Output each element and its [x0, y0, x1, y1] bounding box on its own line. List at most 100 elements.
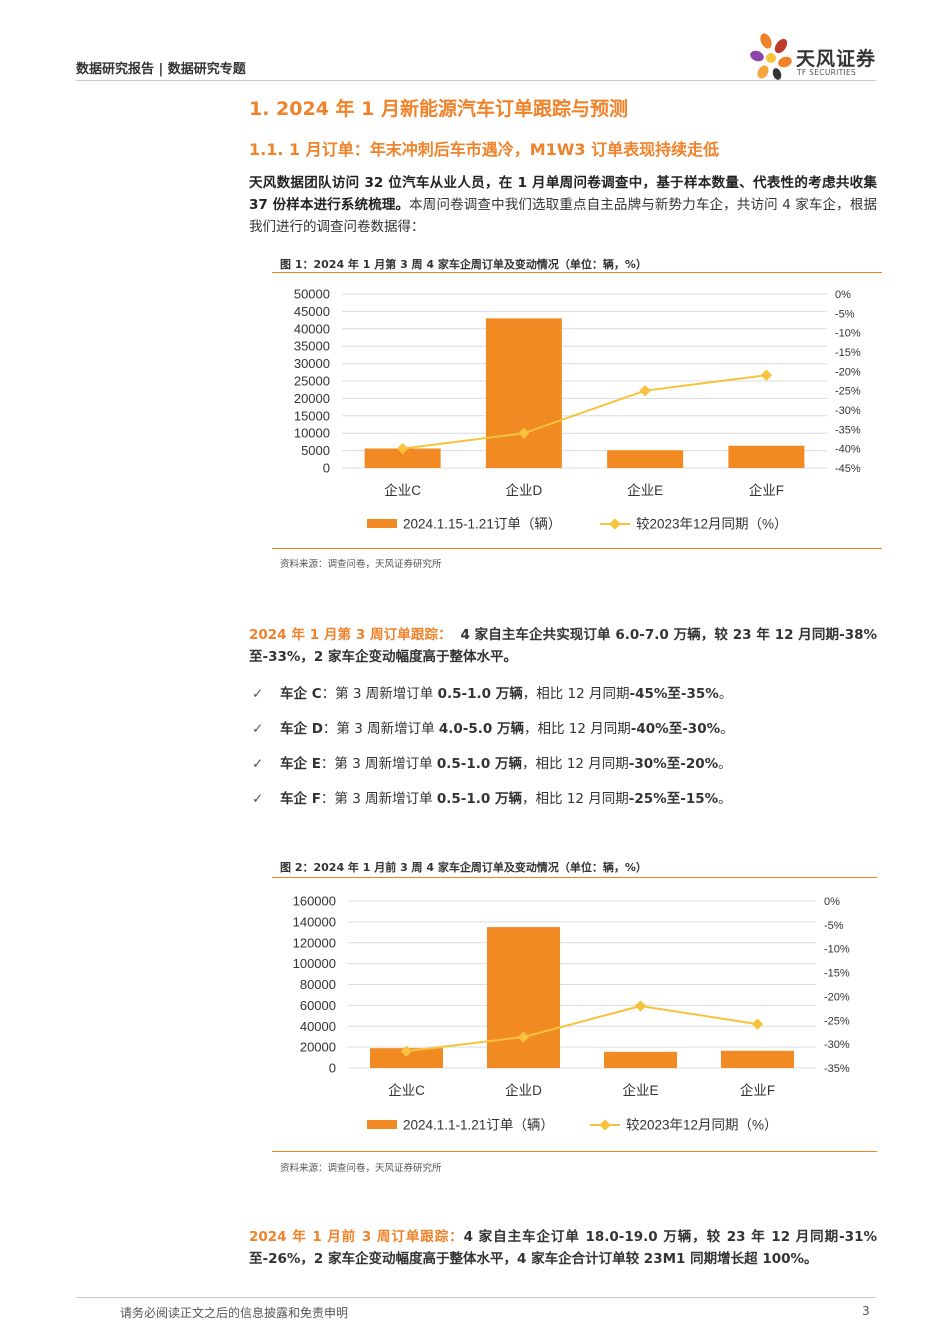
week3-lead: 2024 年 1 月第 3 周订单跟踪：	[249, 627, 452, 643]
header-divider	[76, 80, 876, 81]
figure1-bottom-rule	[272, 548, 882, 549]
y2-tick-label: -35%	[824, 1063, 850, 1075]
footer-disclaimer: 请务必阅读正文之后的信息披露和免责申明	[120, 1306, 349, 1320]
y2-tick-label: -35%	[835, 424, 861, 436]
y2-tick-label: -15%	[835, 347, 861, 359]
category-label: 企业E	[627, 482, 663, 498]
legend-bar-swatch	[367, 1120, 397, 1129]
y-tick-label: 10000	[294, 426, 330, 441]
series-line	[406, 1004, 758, 1053]
y-tick-label: 25000	[294, 374, 330, 389]
bullet-end: 。	[718, 791, 732, 807]
bullet-mid: ，相比 12 月同期	[522, 756, 629, 772]
bar	[370, 1048, 443, 1068]
figure2-chart: 160000 140000 120000 100000 80000 60000 40000 2…	[293, 894, 850, 1133]
y-tick-label: 0	[329, 1061, 336, 1076]
bullet-sep: ：	[322, 721, 337, 737]
bullet-pre: 第 3 周新增订单	[336, 721, 439, 737]
bullet-change: -45%至-35%	[629, 686, 719, 702]
figure2-source: 资料来源：调查问卷，天风证券研究所	[280, 1163, 442, 1174]
y2-tick-label: -15%	[824, 968, 850, 980]
check-icon: ✓	[252, 686, 264, 702]
bullet-mid: ，相比 12 月同期	[524, 721, 631, 737]
logo-text: 天风证券	[796, 48, 877, 70]
y2-tick-label: -5%	[824, 920, 844, 932]
bullet-orders: 4.0-5.0 万辆	[438, 721, 525, 737]
bullet-change: -30%至-20%	[628, 756, 719, 772]
y-tick-label: 35000	[294, 339, 330, 354]
y2-tick-label: -45%	[835, 463, 861, 475]
bullet-sep: ：	[320, 791, 335, 807]
bullet-pre: 第 3 周新增订单	[334, 791, 437, 807]
figure1-chart: 5000045000400003500030000250002000015000…	[294, 287, 861, 532]
category-label: 企业F	[740, 1082, 775, 1098]
bullet-orders: 0.5-1.0 万辆	[436, 791, 523, 807]
bar	[607, 450, 684, 468]
legend-bar-swatch	[367, 519, 397, 528]
y2-tick-label: -40%	[835, 444, 861, 456]
y2-tick-label: 0%	[835, 289, 851, 301]
line-marker	[760, 369, 773, 381]
line-marker	[751, 1018, 764, 1030]
bullet-change: -25%至-15%	[628, 791, 719, 807]
section-title: 1. 2024 年 1 月新能源汽车订单跟踪与预测	[249, 98, 628, 120]
line-marker	[634, 1000, 647, 1012]
company-bullet: ✓ 车企 C：第 3 周新增订单 0.5-1.0 万辆，相比 12 月同期-45%…	[252, 682, 732, 702]
y-tick-label: 30000	[294, 356, 330, 371]
y-tick-label: 60000	[300, 998, 336, 1013]
intro-bold: 天风数据团队访问 32 位汽车从业人员，在 1 月单周问卷调查中，基于样本数量、…	[249, 175, 877, 213]
bullet-change: -40%至-30%	[630, 721, 721, 737]
bullet-orders: 0.5-1.0 万辆	[436, 756, 523, 772]
category-label: 企业F	[749, 482, 784, 498]
line-marker	[396, 443, 409, 455]
bar	[604, 1051, 677, 1068]
line-marker	[639, 385, 651, 397]
report-header: 数据研究报告 | 数据研究专题	[76, 62, 246, 77]
legend-line-marker	[609, 518, 621, 530]
bullet-end: 。	[720, 721, 734, 737]
category-label: 企业D	[506, 482, 543, 498]
category-label: 企业C	[384, 482, 421, 498]
intro-paragraph: 天风数据团队访问 32 位汽车从业人员，在 1 月单周问卷调查中，基于样本数量、…	[249, 172, 877, 238]
bullet-pre: 第 3 周新增订单	[334, 756, 437, 772]
bullet-mid: ，相比 12 月同期	[522, 686, 630, 702]
y-tick-label: 140000	[293, 914, 336, 929]
y-tick-label: 45000	[294, 304, 330, 319]
week3-paragraph: 2024 年 1 月第 3 周订单跟踪： 4 家自主车企共实现订单 6.0-7.…	[249, 624, 877, 668]
y-tick-label: 100000	[293, 956, 336, 971]
y2-tick-label: -10%	[835, 328, 861, 340]
category-label: 企业C	[388, 1082, 425, 1098]
bullet-company: 车企 D	[280, 721, 323, 737]
y-tick-label: 15000	[294, 408, 330, 423]
subsection-title: 1.1. 1 月订单：年末冲刺后车市遇冷，M1W3 订单表现持续走低	[249, 140, 720, 159]
bullet-pre: 第 3 周新增订单	[335, 686, 438, 702]
bullet-orders: 0.5-1.0 万辆	[437, 686, 523, 702]
y-tick-label: 80000	[300, 977, 336, 992]
y-tick-label: 0	[323, 461, 330, 476]
y-tick-label: 20000	[300, 1040, 336, 1055]
bullet-mid: ，相比 12 月同期	[522, 791, 629, 807]
series-line	[402, 374, 767, 450]
company-bullet: ✓ 车企 F：第 3 周新增订单 0.5-1.0 万辆，相比 12 月同期-25%…	[252, 787, 732, 807]
figure2-top-rule	[272, 877, 877, 878]
bullet-company: 车企 F	[280, 791, 321, 807]
bullet-sep: ：	[321, 686, 336, 702]
legend-bar-label: 2024.1.1-1.21订单（辆）	[403, 1118, 554, 1133]
y-tick-label: 40000	[294, 321, 330, 336]
company-bullet: ✓ 车企 E：第 3 周新增订单 0.5-1.0 万辆，相比 12 月同期-30%…	[252, 752, 732, 772]
figure1-source: 资料来源：调查问卷，天风证券研究所	[280, 559, 442, 570]
y2-tick-label: 0%	[824, 896, 840, 908]
bar	[721, 1050, 794, 1068]
y2-tick-label: -5%	[835, 308, 855, 320]
company-logo-icon	[750, 33, 792, 80]
y2-tick-label: -30%	[835, 405, 861, 417]
company-bullet: ✓ 车企 D：第 3 周新增订单 4.0-5.0 万辆，相比 12 月同期-40%…	[252, 717, 734, 737]
line-marker	[518, 427, 530, 439]
bullet-sep: ：	[320, 756, 335, 772]
y2-tick-label: -20%	[835, 366, 861, 378]
bullet-end: 。	[718, 686, 733, 702]
page-number: 3	[862, 1304, 870, 1318]
y2-tick-label: -30%	[824, 1039, 850, 1051]
bullet-company: 车企 C	[280, 686, 322, 702]
legend-line-label: 较2023年12月同期（%）	[626, 1118, 778, 1133]
